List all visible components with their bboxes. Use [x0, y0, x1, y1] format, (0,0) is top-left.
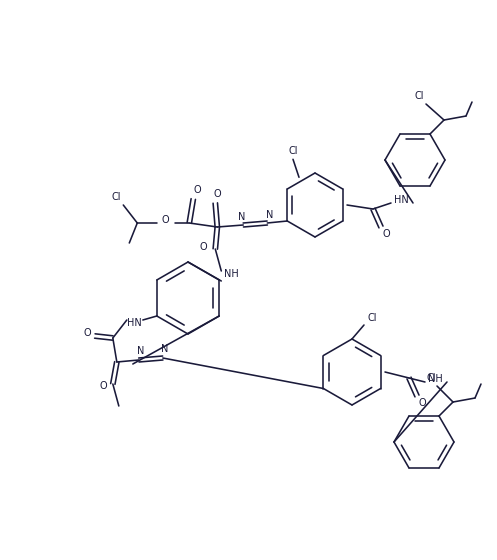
- Text: Cl: Cl: [414, 91, 424, 101]
- Text: O: O: [83, 328, 90, 338]
- Text: NH: NH: [224, 269, 239, 279]
- Text: O: O: [162, 215, 169, 225]
- Text: NH: NH: [427, 374, 442, 384]
- Text: O: O: [214, 189, 221, 199]
- Text: O: O: [193, 185, 201, 195]
- Text: Cl: Cl: [426, 373, 436, 383]
- Text: N: N: [265, 210, 273, 220]
- Text: O: O: [99, 381, 107, 391]
- Text: O: O: [199, 242, 207, 252]
- Text: Cl: Cl: [111, 192, 121, 202]
- Text: HN: HN: [394, 195, 409, 205]
- Text: O: O: [382, 229, 390, 239]
- Text: N: N: [238, 212, 245, 222]
- Text: Cl: Cl: [367, 313, 377, 323]
- Text: N: N: [161, 344, 168, 354]
- Text: O: O: [418, 398, 426, 408]
- Text: HN: HN: [127, 318, 142, 328]
- Text: Cl: Cl: [288, 146, 298, 156]
- Text: N: N: [137, 346, 145, 356]
